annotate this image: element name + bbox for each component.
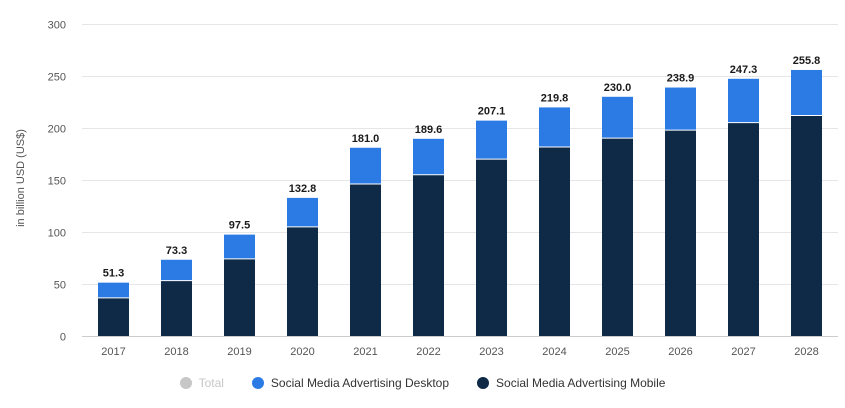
total-data-label: 247.3	[730, 64, 758, 76]
x-tick-label: 2017	[101, 346, 125, 358]
x-tick-label: 2026	[668, 346, 692, 358]
bar-desktop	[98, 282, 129, 298]
bar-mobile	[287, 226, 318, 336]
grid-lines	[82, 24, 838, 337]
legend-item-total[interactable]: Total	[179, 376, 224, 390]
y-tick-label: 250	[48, 72, 66, 84]
legend-label-mobile: Social Media Advertising Mobile	[496, 376, 666, 390]
legend-item-desktop[interactable]: Social Media Advertising Desktop	[251, 376, 450, 390]
bar-mobile	[728, 122, 759, 336]
total-data-label: 51.3	[103, 268, 124, 280]
legend-item-mobile[interactable]: Social Media Advertising Mobile	[477, 376, 665, 390]
total-data-label: 238.9	[667, 73, 695, 85]
x-tick-label: 2024	[542, 346, 566, 358]
x-tick-label: 2019	[227, 346, 251, 358]
total-data-label: 73.3	[166, 245, 187, 257]
bar-mobile	[413, 174, 444, 336]
total-data-label: 207.1	[478, 106, 506, 118]
bar-mobile	[665, 130, 696, 336]
total-labels: 51.3 73.3 97.5 132.8 181.0 189.6 207.1 219.8 230…	[103, 55, 820, 280]
total-data-label: 219.8	[541, 92, 569, 104]
total-data-label: 132.8	[289, 183, 317, 195]
bar-mobile	[791, 115, 822, 337]
x-tick-label: 2021	[353, 346, 377, 358]
x-tick-label: 2028	[794, 346, 818, 358]
legend-dot-desktop	[251, 377, 264, 389]
y-tick-label: 150	[48, 176, 66, 188]
bar-desktop	[413, 138, 444, 175]
legend-dot-mobile	[477, 377, 490, 389]
bar-desktop	[224, 234, 255, 259]
legend-dot-total	[179, 377, 192, 389]
bar-desktop	[476, 120, 507, 160]
x-tick-label: 2027	[731, 346, 755, 358]
bar-mobile	[224, 258, 255, 336]
bar-mobile	[476, 159, 507, 336]
y-tick-label: 100	[48, 228, 66, 240]
x-tick-label: 2018	[164, 346, 188, 358]
bar-desktop	[791, 69, 822, 116]
bar-mobile	[350, 183, 381, 336]
bar-mobile	[539, 147, 570, 336]
y-axis-title: in billion USD (US$)	[15, 129, 27, 227]
x-tick-label: 2025	[605, 346, 629, 358]
y-tick-label: 50	[54, 280, 66, 292]
bar-desktop	[287, 197, 318, 227]
total-data-label: 255.8	[793, 55, 821, 67]
legend: Total Social Media Advertising Desktop S…	[0, 370, 845, 396]
x-tick-label: 2022	[416, 346, 440, 358]
stacked-bar-chart: 0 50 100 150 200 250 300 51.3 73.3 97.5 132.8 181.…	[48, 20, 838, 358]
y-tick-label: 300	[48, 20, 66, 32]
bar-desktop	[728, 78, 759, 123]
y-tick-label: 0	[60, 332, 66, 344]
x-axis-tick-labels: 2017 2018 2019 2020 2021 2022 2023 2024 2025 2026…	[101, 346, 818, 358]
total-data-label: 181.0	[352, 133, 380, 145]
total-data-label: 189.6	[415, 124, 443, 136]
total-data-label: 97.5	[229, 220, 250, 232]
y-axis-tick-labels: 0 50 100 150 200 250 300	[48, 20, 66, 344]
legend-label-desktop: Social Media Advertising Desktop	[270, 376, 450, 390]
y-tick-label: 200	[48, 124, 66, 136]
bar-mobile	[602, 138, 633, 336]
bar-mobile	[161, 280, 192, 336]
bars	[98, 69, 822, 337]
legend-label-total: Total	[198, 376, 224, 390]
total-data-label: 230.0	[604, 82, 632, 94]
bar-desktop	[539, 107, 570, 148]
bar-desktop	[161, 259, 192, 281]
x-tick-label: 2020	[290, 346, 314, 358]
x-tick-label: 2023	[479, 346, 503, 358]
bar-desktop	[665, 87, 696, 131]
bar-desktop	[602, 96, 633, 139]
bar-desktop	[350, 147, 381, 184]
bar-mobile	[98, 297, 129, 336]
